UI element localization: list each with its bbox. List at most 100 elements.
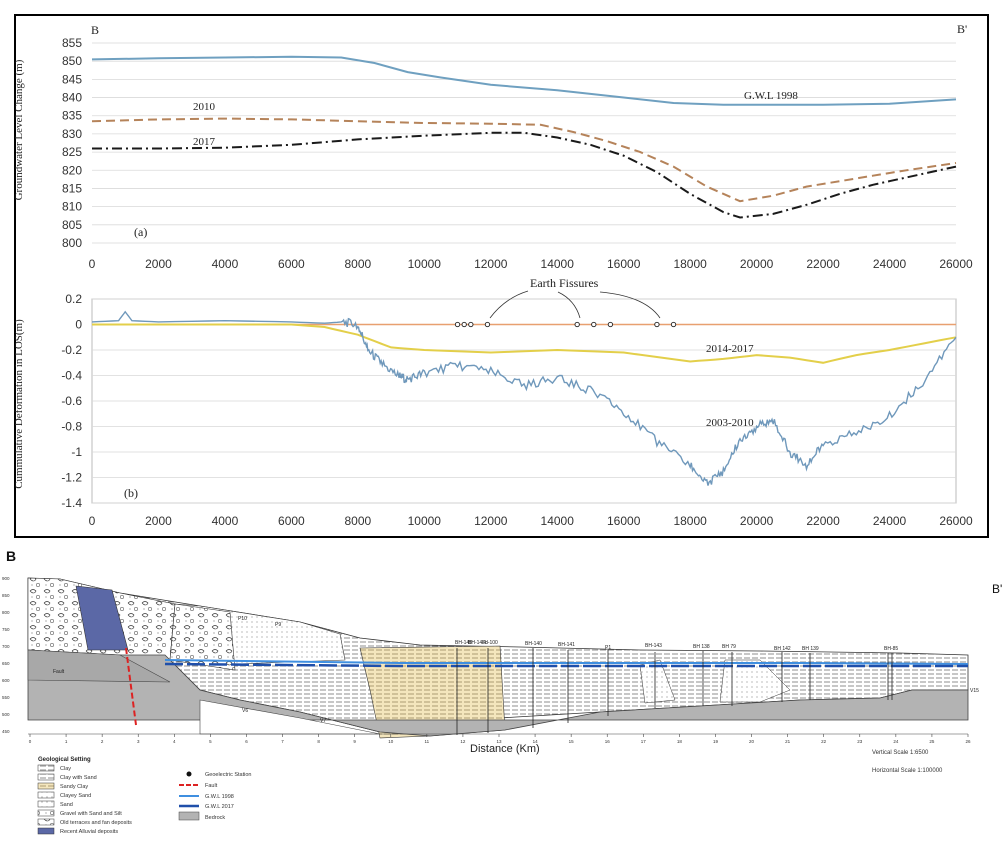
y-tick-label: -0.2: [61, 343, 82, 357]
label-p10: P10: [238, 616, 247, 622]
svg-text:Clay: Clay: [60, 766, 71, 772]
chart-a-series: [91, 55, 957, 219]
section-x-tick-label: 26: [965, 739, 971, 744]
legend-item-clay: Clay: [37, 764, 71, 772]
chart-frame: [14, 14, 989, 538]
y-tick-label: 805: [62, 218, 82, 232]
legend-symbol-geoelectric-station: Geoelectric Station: [186, 771, 251, 778]
sand-lens-2: [639, 659, 676, 704]
section-x-tick-label: 16: [605, 739, 611, 744]
svg-text:Clayey Sand: Clayey Sand: [60, 793, 91, 799]
svg-text:G.W.L 2017: G.W.L 2017: [205, 804, 234, 810]
series-label-gwl-1998: G.W.L 1998: [744, 90, 798, 102]
x-tick-label: 22000: [806, 257, 840, 271]
section-x-tick-label: 8: [317, 739, 320, 744]
label-bh-85: BH-85: [884, 646, 898, 652]
section-x-tick-label: 25: [929, 739, 935, 744]
legend-item-sand: Sand: [37, 800, 73, 808]
section-y-tick-label: 500: [2, 712, 10, 717]
earth-fissure-marker: [484, 321, 491, 328]
gwl-2017-line: [164, 662, 968, 668]
svg-text:Geoelectric Station: Geoelectric Station: [205, 772, 251, 778]
section-x-tick-label: 22: [821, 739, 827, 744]
legend-symbol-gwl-1998: G.W.L 1998: [179, 794, 234, 800]
section-x-tick-label: 5: [209, 739, 212, 744]
chart-a-grid: [92, 42, 956, 244]
section-x-tick-label: 15: [569, 739, 575, 744]
y-tick-label: -0.4: [61, 369, 82, 383]
x-tick-label: 0: [89, 257, 96, 271]
svg-text:Clay with Sand: Clay with Sand: [60, 775, 97, 781]
legend-symbol-fault: Fault: [179, 783, 218, 789]
legend-symbol-bedrock: Bedrock: [178, 811, 225, 821]
x-tick-label: 22000: [806, 514, 840, 528]
corner-label-right: B': [957, 22, 967, 36]
legend-title: Geological Setting: [38, 757, 91, 763]
y-tick-label: 830: [62, 127, 82, 141]
section-x-ticks: 0 1 2 3 4 5 6 7 8 9 10 11 12 13 14 15 16 17 18 19 20 21 22 23 24…: [28, 733, 971, 744]
section-x-tick-label: 9: [353, 739, 356, 744]
fault-label: Fault: [53, 669, 65, 675]
y-tick-label: -1.4: [61, 496, 82, 510]
section-x-tick-label: 20: [749, 739, 755, 744]
y-tick-label: 850: [62, 54, 82, 68]
x-tick-label: 0: [89, 514, 96, 528]
section-x-tick-label: 7: [281, 739, 284, 744]
label-bh-138: BH 138: [693, 644, 710, 650]
series-label-2003-2010: 2003-2010: [706, 417, 754, 429]
chart-b-grid: [92, 298, 956, 504]
section-x-tick-label: 11: [425, 739, 430, 744]
legend-item-gravel: Gravel with Sand and Silt: [37, 809, 122, 817]
section-x-tick-label: 23: [857, 739, 863, 744]
geology-legend: Geological Setting Clay Clay with Sand S…: [37, 757, 251, 835]
label-bh-79: BH 79: [722, 644, 736, 650]
label-p9: P9: [275, 622, 281, 628]
x-tick-label: 4000: [212, 257, 239, 271]
section-x-tick-label: 6: [245, 739, 248, 744]
section-x-tick-label: 21: [785, 739, 791, 744]
earth-fissure-marker: [607, 321, 614, 328]
groundwater-level-chart: 800 805 810 815 820 825 830 835 840 845 850 855 0 20…: [13, 22, 973, 271]
legend-symbol-gwl-2017: G.W.L 2017: [179, 804, 234, 810]
chart-b-y-ticks: 0.2 0 -0.2 -0.4 -0.6 -0.8 -1 -1.2 -1.4: [61, 292, 82, 510]
label-v15: V15: [970, 688, 979, 694]
section-label-right: B': [992, 582, 1002, 596]
y-tick-label: 800: [62, 236, 82, 250]
chart-b-series: [91, 310, 957, 486]
label-bh-148b: BH-148b: [468, 640, 488, 646]
section-y-tick-label: 850: [2, 593, 10, 598]
label-bh-141: BH-141: [558, 642, 575, 648]
label-bh-140: BH-140: [525, 641, 542, 647]
sand-lens: [719, 659, 791, 703]
legend-item-clayey-sand: Clayey Sand: [37, 791, 91, 799]
y-tick-label: 835: [62, 109, 82, 123]
x-tick-label: 10000: [408, 514, 442, 528]
series-line-g-w-l-1998: [91, 55, 957, 106]
section-x-tick-label: 0: [29, 739, 32, 744]
horizontal-scale: Horizontal Scale 1:100000: [872, 768, 943, 774]
vertical-scale: Vertical Scale 1:6500: [872, 750, 929, 756]
label-bh-143: BH-143: [645, 643, 662, 649]
section-x-axis-label: Distance (Km): [470, 743, 540, 755]
y-tick-label: 0.2: [65, 292, 82, 306]
chart-a-y-axis-label: Groundwater Level Change (m): [13, 59, 25, 200]
series-line-2003-2010: [91, 310, 957, 486]
svg-text:Sand: Sand: [60, 802, 73, 808]
corner-label-left: B: [91, 23, 99, 37]
panel-label-a: (a): [134, 225, 147, 239]
y-tick-label: -1: [71, 445, 82, 459]
earth-fissures-annotation: Earth Fissures: [530, 276, 599, 290]
x-tick-label: 4000: [212, 514, 239, 528]
section-x-tick-label: 1: [65, 739, 68, 744]
section-x-tick-label: 12: [460, 739, 466, 744]
y-tick-label: 810: [62, 200, 82, 214]
section-y-tick-label: 600: [2, 678, 10, 683]
series-label-2017: 2017: [193, 136, 216, 148]
x-tick-label: 20000: [740, 257, 774, 271]
chart-b-x-ticks: 0 2000 4000 6000 8000 10000 12000 14000 16000 180…: [89, 514, 973, 528]
x-tick-label: 6000: [278, 257, 305, 271]
section-y-tick-label: 900: [2, 576, 10, 581]
fissure-arrows: [489, 290, 661, 319]
section-x-tick-label: 19: [713, 739, 719, 744]
earth-fissure-markers: [454, 321, 677, 328]
